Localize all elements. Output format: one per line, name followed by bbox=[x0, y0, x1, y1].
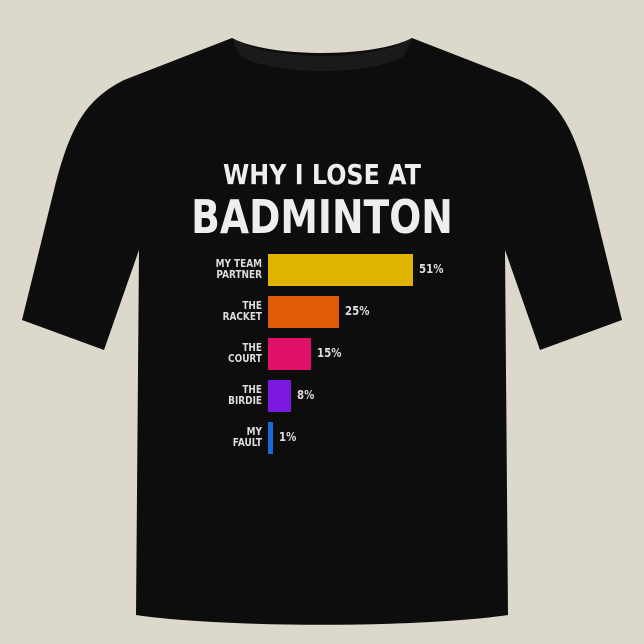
bar bbox=[268, 338, 311, 370]
category-label-line: PARTNER bbox=[216, 269, 262, 281]
bar bbox=[268, 296, 340, 328]
category-label-line: THE bbox=[242, 342, 262, 354]
data-label: 8% bbox=[296, 388, 315, 402]
category-label-line: COURT bbox=[228, 353, 262, 365]
category-label-line: FAULT bbox=[232, 437, 262, 449]
category-label: THE BIRDIE bbox=[194, 385, 262, 407]
category-label-line: MY bbox=[246, 426, 262, 438]
category-label-line: RACKET bbox=[222, 311, 262, 323]
category-label-line: MY TEAM bbox=[215, 258, 262, 270]
category-label: THE RACKET bbox=[194, 301, 262, 323]
category-label-line: THE bbox=[242, 300, 262, 312]
bar bbox=[268, 422, 273, 454]
data-label: 51% bbox=[419, 262, 444, 276]
data-label: 15% bbox=[316, 346, 342, 360]
data-label: 1% bbox=[279, 430, 297, 444]
category-label-line: THE bbox=[242, 384, 262, 396]
chart-title: WHY I LOSE AT bbox=[223, 158, 421, 191]
category-label: THE COURT bbox=[194, 343, 262, 365]
chart-subtitle: BADMINTON bbox=[191, 190, 453, 244]
category-label-line: BIRDIE bbox=[228, 395, 262, 407]
bar bbox=[268, 254, 414, 286]
category-label: MY FAULT bbox=[194, 427, 262, 449]
bar bbox=[268, 380, 291, 412]
category-label: MY TEAM PARTNER bbox=[194, 259, 262, 281]
data-label: 25% bbox=[345, 304, 370, 318]
